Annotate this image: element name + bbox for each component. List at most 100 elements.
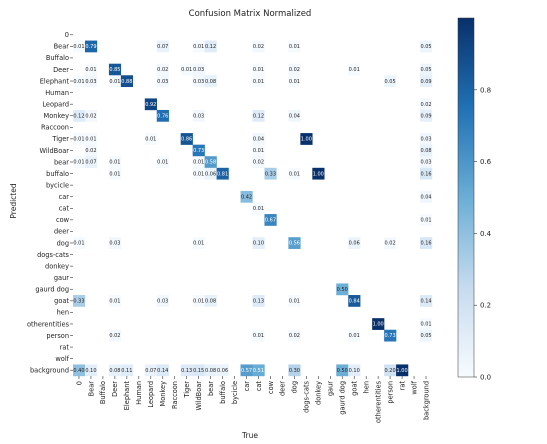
y-tick-label: deer [54, 228, 69, 236]
heatmap-cell [84, 133, 98, 145]
cell-value-label: 0.07 [85, 160, 96, 166]
cell-value-label: 0.01 [253, 333, 264, 339]
cell-value-label: 0.08 [205, 79, 216, 85]
heatmap-cell [84, 364, 98, 377]
cell-value-label: 0.76 [157, 113, 168, 119]
heatmap-cell [108, 167, 122, 180]
cell-value-label: 0.05 [420, 67, 431, 73]
heatmap-cell [396, 364, 409, 377]
heatmap-cell [288, 75, 301, 88]
heatmap-cell [108, 75, 122, 88]
cell-value-label: 0.01 [253, 79, 264, 85]
cell-value-label: 0.01 [253, 148, 264, 154]
cell-value-label: 0.09 [420, 113, 431, 119]
cell-value-label: 0.01 [289, 171, 300, 177]
cell-value-label: 0.56 [289, 241, 300, 247]
heatmap-cell [420, 190, 433, 203]
heatmap-cell [288, 40, 301, 53]
y-tick-label: dog [57, 239, 69, 247]
x-tick-label: dog [291, 381, 299, 393]
cell-value-label: 0.50 [337, 368, 348, 374]
colorbar-ticks: 0.0 0.2 0.4 0.6 0.8 [474, 86, 492, 382]
cell-value-label: 0.09 [420, 79, 431, 85]
heatmap-cell [192, 75, 205, 88]
cell-value-label: 0.03 [420, 160, 431, 166]
heatmap-cell [84, 63, 98, 76]
heatmap-cell [312, 167, 325, 180]
heatmap-cell [384, 364, 397, 377]
cell-value-label: 1.00 [397, 368, 408, 374]
heatmap-cell [348, 329, 361, 342]
heatmap-cell [192, 144, 205, 157]
heatmap-cell [420, 295, 433, 307]
cell-value-label: 0.02 [85, 148, 96, 154]
heatmap-cell [73, 133, 86, 145]
heatmap-cell [336, 364, 349, 377]
heatmap-cell [384, 329, 397, 342]
cell-value-label: 0.03 [193, 67, 204, 73]
x-tick-label: Monkey [159, 381, 167, 407]
y-tick-label: 0 [65, 31, 69, 39]
heatmap-cell [336, 283, 349, 296]
heatmap-cell [73, 109, 86, 122]
cell-value-label: 0.05 [385, 79, 396, 85]
cell-value-label: 0.12 [205, 44, 216, 50]
heatmap-cell [73, 364, 86, 377]
heatmap-cell [156, 63, 169, 76]
cell-value-label: 0.01 [73, 44, 84, 50]
heatmap-cell [252, 295, 265, 307]
heatmap-cell [216, 364, 229, 377]
heatmap-cell [144, 364, 157, 377]
cell-value-label: 0.13 [181, 368, 192, 374]
cell-value-label: 0.03 [193, 113, 204, 119]
cell-value-label: 0.01 [73, 160, 84, 166]
heatmap-matrix: 0.01 0.79 0.07 0.01 0.12 0.02 0.01 0.050.01 0.85… [73, 29, 433, 377]
cell-value-label: 0.01 [289, 299, 300, 305]
heatmap-cell [252, 144, 265, 157]
y-tick-label: gaur [54, 274, 69, 282]
heatmap-cell [420, 318, 433, 330]
heatmap-cell [420, 329, 433, 342]
x-tick-label: goat [351, 381, 359, 396]
heatmap-cell [180, 133, 193, 145]
cell-value-label: 0.85 [109, 67, 120, 73]
y-tick-label: wolf [55, 355, 69, 363]
heatmap-cell [108, 63, 122, 76]
heatmap-cell [180, 63, 193, 76]
heatmap-cell [288, 295, 301, 307]
x-tick-label: buffalo [219, 381, 227, 404]
cell-value-label: 0.67 [265, 218, 276, 224]
y-tick-label: rat [60, 343, 70, 351]
heatmap-cell [420, 214, 433, 226]
y-tick-label: Leopard [42, 100, 69, 108]
cell-value-label: 0.40 [73, 368, 84, 374]
heatmap-cell [204, 295, 217, 307]
heatmap-cell [192, 156, 205, 168]
y-tick-label: cat [59, 205, 70, 213]
y-tick-label: cow [56, 216, 70, 224]
heatmap-cell [252, 40, 265, 53]
heatmap-cell [348, 364, 361, 377]
heatmap-cell [84, 109, 98, 122]
cell-value-label: 0.16 [420, 171, 431, 177]
cell-value-label: 0.03 [420, 137, 431, 143]
cell-value-label: 0.73 [385, 333, 396, 339]
heatmap-cell [156, 295, 169, 307]
x-tick-label: rat [398, 381, 406, 391]
cell-value-label: 0.51 [253, 368, 264, 374]
cell-value-label: 0.08 [420, 148, 431, 154]
x-tick-label: WildBoar [195, 381, 203, 411]
heatmap-cell [192, 364, 205, 377]
heatmap-cell [252, 133, 265, 145]
x-tick-label: Deer [111, 381, 119, 397]
heatmap-cell [156, 156, 169, 168]
heatmap-cell [216, 167, 229, 180]
heatmap-cell [288, 364, 301, 377]
heatmap-cell [420, 75, 433, 88]
y-axis-ticks: 0 Bear Buffalo Deer Elephant Human Leopard Monk… [27, 31, 73, 375]
cell-value-label: 0.01 [109, 160, 120, 166]
heatmap-cell [420, 63, 433, 76]
cell-value-label: 0.01 [109, 79, 120, 85]
cell-value-label: 0.01 [181, 67, 192, 73]
x-axis-label: True [241, 431, 258, 440]
